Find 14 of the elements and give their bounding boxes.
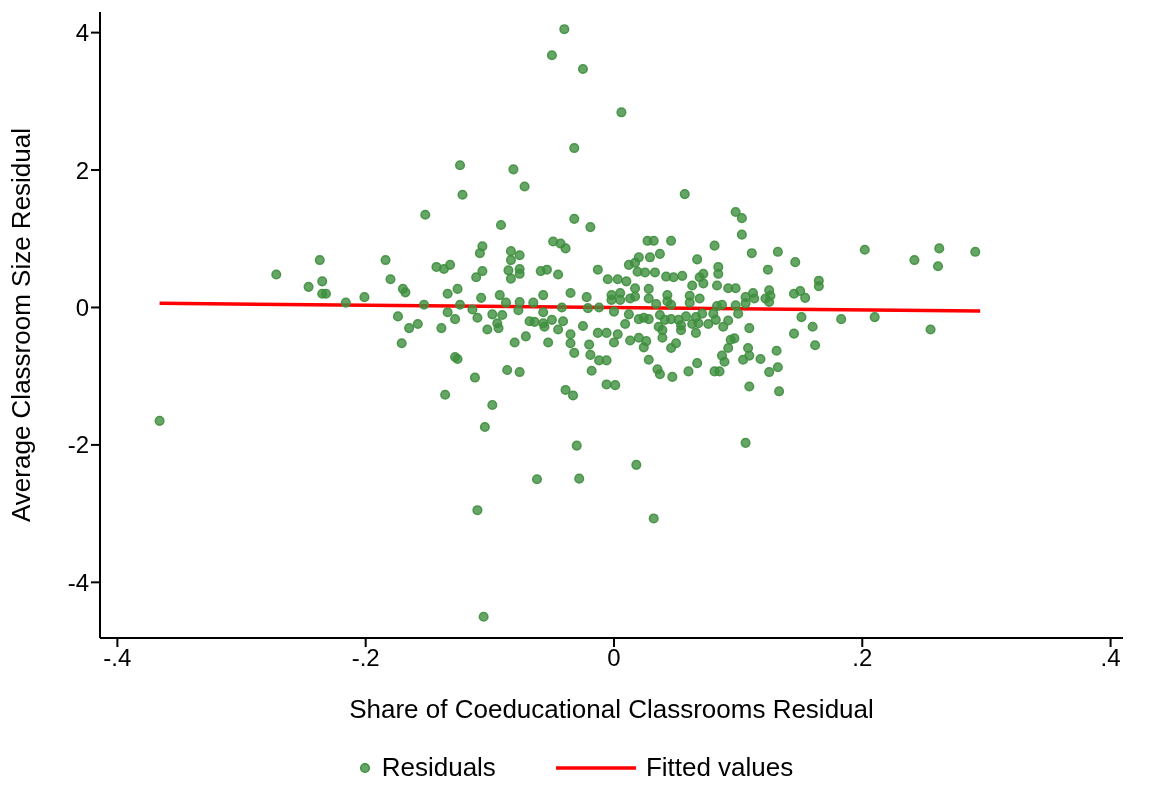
y-tick-label: -2 — [67, 431, 89, 459]
y-tick-label: -4 — [67, 568, 89, 596]
y-axis-title: Average Classroom Size Residual — [6, 127, 36, 523]
x-axis-title: Share of Coeducational Classrooms Residual — [349, 694, 874, 724]
x-tick-label: -.2 — [351, 644, 380, 672]
legend-label: Fitted values — [645, 752, 794, 783]
legend-label: Residuals — [381, 752, 496, 783]
x-tick-label: 0 — [607, 644, 621, 672]
x-tick-label: -.4 — [103, 644, 132, 672]
y-tick-label: 0 — [75, 294, 89, 321]
y-tick-label: 2 — [75, 156, 89, 184]
x-tick-label: .4 — [1100, 644, 1121, 672]
x-tick-label: .2 — [852, 644, 873, 672]
y-tick-label: 4 — [75, 19, 89, 47]
